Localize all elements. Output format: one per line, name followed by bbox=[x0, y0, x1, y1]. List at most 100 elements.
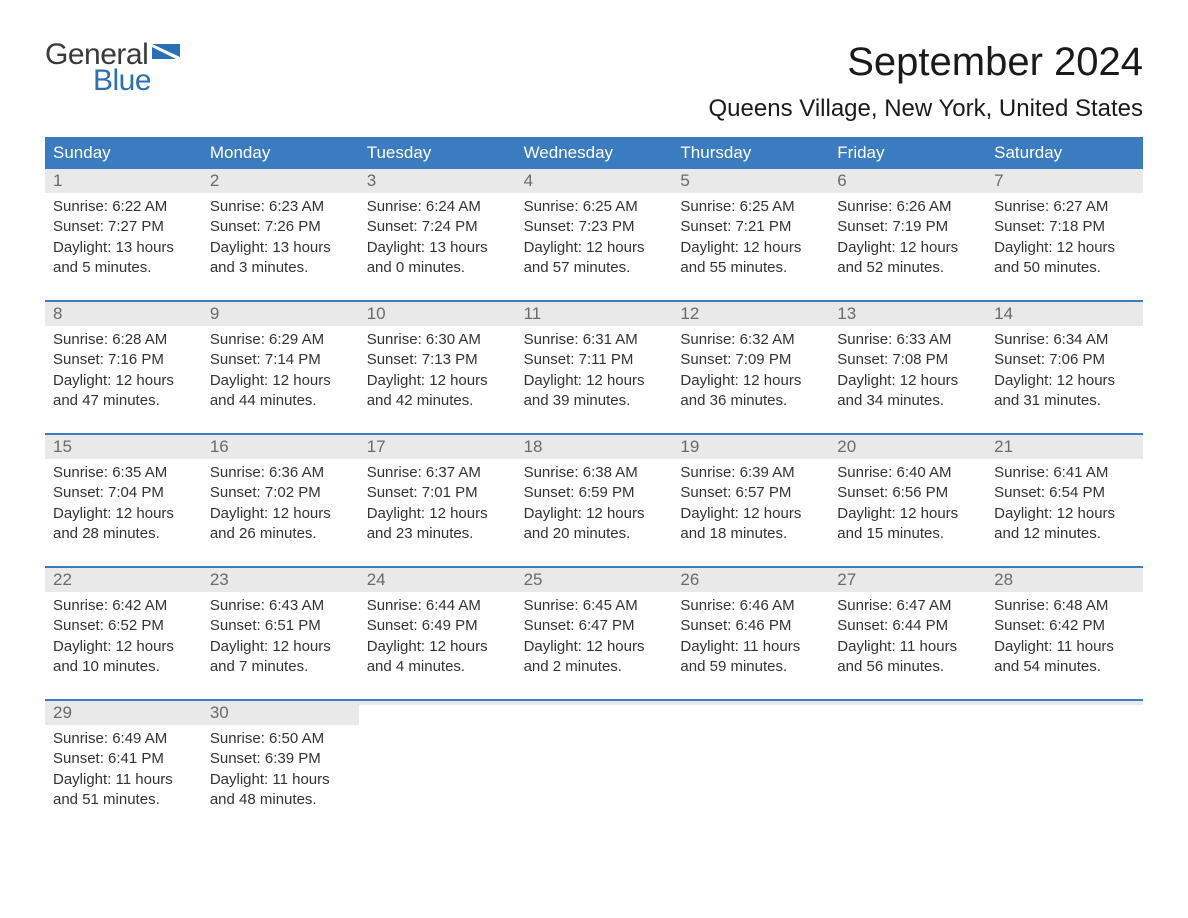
sunrise-line: Sunrise: 6:37 AM bbox=[367, 463, 508, 483]
daylight-line-1: Daylight: 12 hours bbox=[524, 371, 665, 391]
day-number: 10 bbox=[367, 304, 386, 323]
daynum-row bbox=[672, 701, 829, 705]
sunrise-line: Sunrise: 6:49 AM bbox=[53, 729, 194, 749]
daynum-row: 24 bbox=[359, 568, 516, 592]
daylight-line-2: and 55 minutes. bbox=[680, 258, 821, 278]
day-header: Monday bbox=[202, 137, 359, 169]
calendar-cell bbox=[829, 701, 986, 814]
daylight-line-1: Daylight: 12 hours bbox=[367, 504, 508, 524]
calendar-cell: 5Sunrise: 6:25 AMSunset: 7:21 PMDaylight… bbox=[672, 169, 829, 282]
week-row: 1Sunrise: 6:22 AMSunset: 7:27 PMDaylight… bbox=[45, 169, 1143, 282]
location: Queens Village, New York, United States bbox=[709, 95, 1143, 123]
calendar-cell bbox=[986, 701, 1143, 814]
daynum-row: 17 bbox=[359, 435, 516, 459]
cell-body: Sunrise: 6:44 AMSunset: 6:49 PMDaylight:… bbox=[359, 592, 516, 681]
daylight-line-1: Daylight: 12 hours bbox=[53, 371, 194, 391]
daynum-row: 20 bbox=[829, 435, 986, 459]
sunrise-line: Sunrise: 6:30 AM bbox=[367, 330, 508, 350]
sunset-line: Sunset: 7:21 PM bbox=[680, 217, 821, 237]
daynum-row: 28 bbox=[986, 568, 1143, 592]
day-number: 7 bbox=[994, 171, 1003, 190]
calendar-cell: 20Sunrise: 6:40 AMSunset: 6:56 PMDayligh… bbox=[829, 435, 986, 548]
daylight-line-2: and 59 minutes. bbox=[680, 657, 821, 677]
sunset-line: Sunset: 7:16 PM bbox=[53, 350, 194, 370]
calendar-cell: 29Sunrise: 6:49 AMSunset: 6:41 PMDayligh… bbox=[45, 701, 202, 814]
calendar: SundayMondayTuesdayWednesdayThursdayFrid… bbox=[45, 137, 1143, 814]
daynum-row: 14 bbox=[986, 302, 1143, 326]
calendar-cell: 27Sunrise: 6:47 AMSunset: 6:44 PMDayligh… bbox=[829, 568, 986, 681]
daynum-row: 10 bbox=[359, 302, 516, 326]
calendar-cell: 4Sunrise: 6:25 AMSunset: 7:23 PMDaylight… bbox=[516, 169, 673, 282]
day-number: 14 bbox=[994, 304, 1013, 323]
daylight-line-1: Daylight: 11 hours bbox=[680, 637, 821, 657]
daylight-line-2: and 34 minutes. bbox=[837, 391, 978, 411]
calendar-cell: 17Sunrise: 6:37 AMSunset: 7:01 PMDayligh… bbox=[359, 435, 516, 548]
day-number: 17 bbox=[367, 437, 386, 456]
sunrise-line: Sunrise: 6:23 AM bbox=[210, 197, 351, 217]
sunrise-line: Sunrise: 6:46 AM bbox=[680, 596, 821, 616]
sunrise-line: Sunrise: 6:35 AM bbox=[53, 463, 194, 483]
sunset-line: Sunset: 7:11 PM bbox=[524, 350, 665, 370]
sunset-line: Sunset: 6:59 PM bbox=[524, 483, 665, 503]
calendar-cell: 25Sunrise: 6:45 AMSunset: 6:47 PMDayligh… bbox=[516, 568, 673, 681]
cell-body: Sunrise: 6:22 AMSunset: 7:27 PMDaylight:… bbox=[45, 193, 202, 282]
day-header: Saturday bbox=[986, 137, 1143, 169]
cell-body: Sunrise: 6:45 AMSunset: 6:47 PMDaylight:… bbox=[516, 592, 673, 681]
calendar-cell: 13Sunrise: 6:33 AMSunset: 7:08 PMDayligh… bbox=[829, 302, 986, 415]
daylight-line-2: and 4 minutes. bbox=[367, 657, 508, 677]
day-number: 12 bbox=[680, 304, 699, 323]
calendar-cell: 22Sunrise: 6:42 AMSunset: 6:52 PMDayligh… bbox=[45, 568, 202, 681]
day-number: 19 bbox=[680, 437, 699, 456]
sunset-line: Sunset: 7:04 PM bbox=[53, 483, 194, 503]
daynum-row bbox=[359, 701, 516, 705]
sunset-line: Sunset: 7:08 PM bbox=[837, 350, 978, 370]
daylight-line-2: and 10 minutes. bbox=[53, 657, 194, 677]
daylight-line-1: Daylight: 12 hours bbox=[680, 504, 821, 524]
daylight-line-2: and 54 minutes. bbox=[994, 657, 1135, 677]
cell-body: Sunrise: 6:49 AMSunset: 6:41 PMDaylight:… bbox=[45, 725, 202, 814]
daylight-line-2: and 39 minutes. bbox=[524, 391, 665, 411]
sunset-line: Sunset: 6:46 PM bbox=[680, 616, 821, 636]
calendar-cell: 19 Sunrise: 6:39 AMSunset: 6:57 PMDayligh… bbox=[672, 435, 829, 548]
daynum-row: 3 bbox=[359, 169, 516, 193]
cell-body: Sunrise: 6:31 AMSunset: 7:11 PMDaylight:… bbox=[516, 326, 673, 415]
title-block: September 2024 Queens Village, New York,… bbox=[709, 40, 1143, 123]
daylight-line-1: Daylight: 12 hours bbox=[524, 504, 665, 524]
cell-body: Sunrise: 6:30 AMSunset: 7:13 PMDaylight:… bbox=[359, 326, 516, 415]
cell-body: Sunrise: 6:28 AMSunset: 7:16 PMDaylight:… bbox=[45, 326, 202, 415]
daylight-line-1: Daylight: 12 hours bbox=[680, 238, 821, 258]
sunset-line: Sunset: 7:02 PM bbox=[210, 483, 351, 503]
daylight-line-1: Daylight: 13 hours bbox=[210, 238, 351, 258]
cell-body: Sunrise: 6:33 AMSunset: 7:08 PMDaylight:… bbox=[829, 326, 986, 415]
daylight-line-1: Daylight: 12 hours bbox=[210, 637, 351, 657]
sunset-line: Sunset: 6:49 PM bbox=[367, 616, 508, 636]
daynum-row: 15 bbox=[45, 435, 202, 459]
calendar-cell: 23Sunrise: 6:43 AMSunset: 6:51 PMDayligh… bbox=[202, 568, 359, 681]
day-number: 24 bbox=[367, 570, 386, 589]
sunrise-line: Sunrise: 6:31 AM bbox=[524, 330, 665, 350]
daylight-line-2: and 26 minutes. bbox=[210, 524, 351, 544]
calendar-cell: 6Sunrise: 6:26 AMSunset: 7:19 PMDaylight… bbox=[829, 169, 986, 282]
daynum-row: 6 bbox=[829, 169, 986, 193]
sunset-line: Sunset: 6:41 PM bbox=[53, 749, 194, 769]
day-header: Friday bbox=[829, 137, 986, 169]
calendar-cell: 16Sunrise: 6:36 AMSunset: 7:02 PMDayligh… bbox=[202, 435, 359, 548]
day-headers-row: SundayMondayTuesdayWednesdayThursdayFrid… bbox=[45, 137, 1143, 169]
calendar-cell: 9Sunrise: 6:29 AMSunset: 7:14 PMDaylight… bbox=[202, 302, 359, 415]
calendar-cell: 26Sunrise: 6:46 AMSunset: 6:46 PMDayligh… bbox=[672, 568, 829, 681]
cell-body: Sunrise: 6:34 AMSunset: 7:06 PMDaylight:… bbox=[986, 326, 1143, 415]
daylight-line-1: Daylight: 12 hours bbox=[680, 371, 821, 391]
daylight-line-2: and 47 minutes. bbox=[53, 391, 194, 411]
cell-body: Sunrise: 6:35 AMSunset: 7:04 PMDaylight:… bbox=[45, 459, 202, 548]
day-number: 16 bbox=[210, 437, 229, 456]
cell-body: Sunrise: 6:39 AMSunset: 6:57 PMDaylight:… bbox=[672, 459, 829, 548]
sunset-line: Sunset: 6:42 PM bbox=[994, 616, 1135, 636]
cell-body: Sunrise: 6:25 AMSunset: 7:21 PMDaylight:… bbox=[672, 193, 829, 282]
sunrise-line: Sunrise: 6:41 AM bbox=[994, 463, 1135, 483]
daynum-row bbox=[986, 701, 1143, 705]
daynum-row bbox=[516, 701, 673, 705]
cell-body: Sunrise: 6:26 AMSunset: 7:19 PMDaylight:… bbox=[829, 193, 986, 282]
cell-body: Sunrise: 6:41 AMSunset: 6:54 PMDaylight:… bbox=[986, 459, 1143, 548]
daylight-line-1: Daylight: 11 hours bbox=[210, 770, 351, 790]
daylight-line-1: Daylight: 12 hours bbox=[994, 371, 1135, 391]
